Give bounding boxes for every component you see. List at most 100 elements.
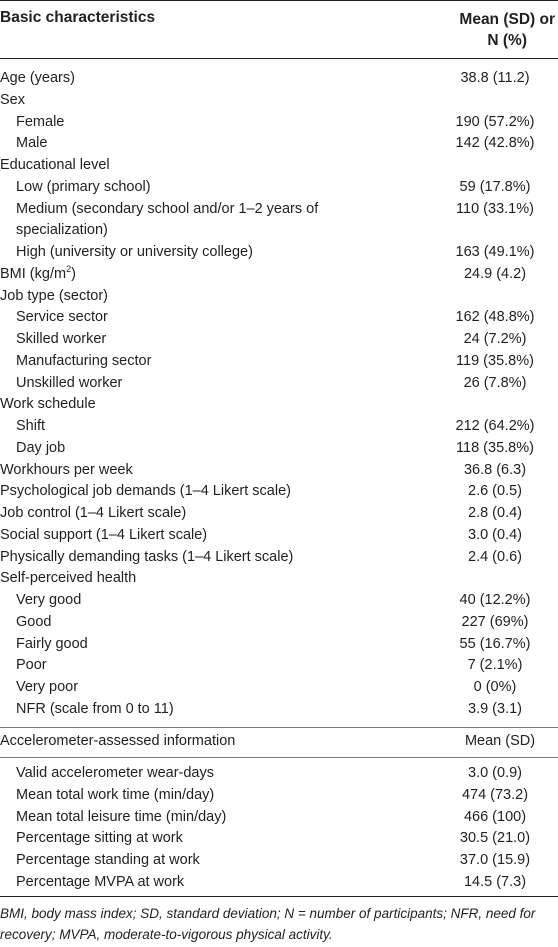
row-value: 3.0 (0.4) [468, 526, 522, 543]
row-label-text: BMI (kg/m [0, 265, 67, 282]
header-col2-line2: N (%) [487, 32, 527, 49]
row-label: Psychological job demands (1–4 Likert sc… [0, 481, 400, 502]
row-label-text: Physically demanding tasks (1–4 Likert s… [0, 548, 294, 565]
row-value: 119 (35.8%) [456, 352, 534, 369]
row-label: Low (primary school) [16, 177, 416, 198]
row-label: NFR (scale from 0 to 11) [16, 699, 416, 720]
row-label: Very poor [16, 677, 416, 698]
header-col2-line1: Mean (SD) or [459, 11, 555, 28]
row-value: 7 (2.1%) [467, 657, 523, 674]
row-value: 212 (64.2%) [455, 418, 535, 434]
row-label-text: Sex [0, 91, 25, 108]
row-label: Fairly good [16, 634, 416, 655]
row-value: 163 (49.1%) [455, 244, 535, 260]
row-label-text: Social support (1–4 Likert scale) [0, 526, 208, 543]
row-value: 59 (17.8%) [459, 178, 531, 195]
row-label-text: Psychological job demands (1–4 Likert sc… [0, 483, 291, 500]
row-label-text: Very good [16, 592, 82, 608]
row-label-text: Very poor [16, 679, 79, 695]
row-value: 3.0 (0.9) [468, 765, 522, 781]
row-value: 14.5 (7.3) [463, 873, 527, 890]
row-label: Manufacturing sector [16, 351, 416, 372]
row-value: 24.9 (4.2) [463, 265, 527, 282]
row-value: 26 (7.8%) [463, 374, 527, 391]
row-value: 110 (33.1%) [456, 200, 534, 217]
row-label: Job type (sector) [0, 286, 400, 307]
row-value: 227 (69%) [461, 613, 529, 630]
row-label: specialization) [16, 220, 416, 241]
row-label: Work schedule [0, 394, 400, 415]
row-label: BMI (kg/m2) [0, 264, 400, 285]
row-value: 2.6 (0.5) [468, 483, 522, 500]
row-label: Valid accelerometer wear-days [16, 765, 214, 781]
bottom-rule [0, 896, 558, 897]
row-label: Mean total work time (min/day) [16, 786, 215, 803]
row-label: Male [16, 133, 416, 154]
row-label: Unskilled worker [16, 373, 416, 394]
row-label-text: Poor [16, 657, 47, 674]
row-label: Self-perceived health [0, 568, 400, 589]
row-label-text: specialization) [16, 222, 108, 239]
row-value: 0 (0%) [473, 679, 517, 695]
row-value: 466 (100) [463, 808, 527, 825]
row-value: 2.4 (0.6) [468, 548, 522, 565]
row-label-text: Female [16, 113, 65, 130]
row-value: 36.8 (6.3) [463, 461, 527, 478]
section-rule-bottom [0, 757, 558, 758]
row-value: 2.8 (0.4) [468, 505, 522, 521]
row-value: 190 (57.2%) [455, 113, 535, 130]
row-label: Shift [16, 416, 416, 437]
row-label-text: Manufacturing sector [16, 352, 152, 369]
row-label-text: Day job [16, 439, 66, 456]
row-value: 3.9 (3.1) [468, 700, 522, 717]
row-label: Medium (secondary school and/or 1–2 year… [16, 199, 416, 220]
row-label: Percentage MVPA at work [16, 873, 185, 890]
top-rule [0, 0, 558, 1]
row-label-text: Workhours per week [0, 461, 133, 478]
row-label-text: Educational level [0, 157, 110, 173]
row-value: 55 (16.7%) [459, 635, 531, 652]
row-value: 37.0 (15.9) [459, 852, 531, 868]
row-label-text: Medium (secondary school and/or 1–2 year… [16, 200, 319, 217]
row-label: High (university or university college) [16, 242, 416, 263]
row-label-superscript: 2 [66, 263, 72, 274]
row-value: 24 (7.2%) [463, 331, 527, 347]
row-label: Poor [16, 655, 416, 676]
row-label: Job control (1–4 Likert scale) [0, 503, 400, 524]
row-label-end: ) [71, 265, 76, 282]
table-footnote: BMI, body mass index; SD, standard devia… [0, 906, 536, 942]
row-label-text: Service sector [16, 309, 108, 326]
row-label: Physically demanding tasks (1–4 Likert s… [0, 547, 400, 568]
section2-header-value: Mean (SD) [464, 733, 536, 749]
row-label: Skilled worker [16, 329, 416, 350]
row-value: 118 (35.8%) [456, 439, 534, 456]
row-label-text: Job control (1–4 Likert scale) [0, 505, 187, 521]
row-label-text: Good [16, 613, 52, 630]
section2-header-label: Accelerometer-assessed information [0, 733, 236, 749]
header-rule [0, 58, 558, 59]
row-label-text: Fairly good [16, 635, 88, 652]
row-label: Percentage standing at work [16, 852, 200, 868]
row-label: Percentage sitting at work [16, 830, 183, 847]
row-label: Day job [16, 438, 416, 459]
row-value: 162 (48.8%) [455, 309, 535, 326]
row-label: Mean total leisure time (min/day) [16, 808, 227, 825]
row-label-text: Shift [16, 418, 46, 434]
row-label-text: Job type (sector) [0, 287, 108, 304]
row-label: Very good [16, 590, 416, 611]
row-label-text: Work schedule [0, 396, 96, 413]
header-col1: Basic characteristics [0, 9, 156, 26]
row-label: Educational level [0, 155, 400, 176]
row-label: Good [16, 612, 416, 633]
row-label: Social support (1–4 Likert scale) [0, 525, 400, 546]
row-value: 40 (12.2%) [459, 592, 531, 608]
row-value: 142 (42.8%) [455, 135, 535, 152]
row-label: Female [16, 112, 416, 133]
row-label: Service sector [16, 307, 416, 328]
row-label: Workhours per week [0, 460, 400, 481]
row-label-text: Skilled worker [16, 331, 107, 347]
row-label: Sex [0, 90, 400, 111]
row-label-text: Unskilled worker [16, 374, 123, 391]
row-label: Age (years) [0, 68, 400, 89]
row-label-text: Age (years) [0, 70, 75, 86]
